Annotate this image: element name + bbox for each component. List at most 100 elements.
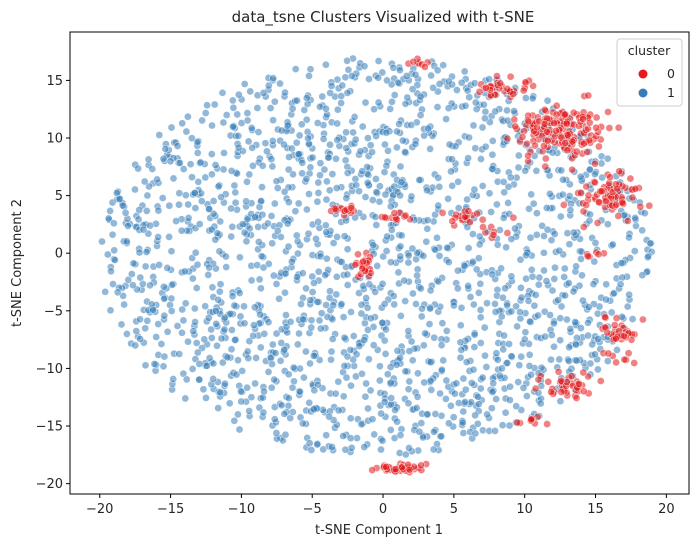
cluster-1-point: [152, 333, 161, 341]
cluster-1-point: [284, 198, 293, 207]
cluster-1-point: [205, 354, 214, 362]
cluster-1-point: [160, 311, 169, 320]
cluster-1-point: [436, 389, 444, 398]
cluster-1-point: [530, 301, 539, 310]
cluster-1-point: [365, 75, 373, 83]
cluster-1-point: [360, 336, 369, 344]
cluster-1-point: [363, 134, 372, 142]
cluster-1-point: [638, 226, 647, 235]
cluster-1-point: [375, 197, 384, 206]
cluster-1-point: [181, 299, 190, 308]
cluster-1-point: [446, 401, 455, 410]
cluster-0-point: [493, 72, 501, 80]
cluster-1-point: [306, 296, 315, 305]
cluster-0-point: [390, 209, 399, 217]
cluster-1-point: [387, 226, 396, 234]
legend-label-0: 0: [667, 66, 675, 81]
cluster-1-point: [117, 320, 126, 329]
cluster-1-point: [113, 288, 122, 297]
cluster-0-point: [628, 193, 637, 202]
cluster-1-point: [313, 440, 322, 449]
cluster-1-point: [381, 190, 390, 199]
cluster-1-point: [201, 173, 210, 182]
cluster-1-point: [349, 332, 358, 340]
cluster-1-point: [207, 170, 216, 179]
cluster-1-point: [146, 281, 154, 290]
cluster-0-point: [572, 147, 581, 156]
cluster-1-point: [646, 239, 655, 248]
cluster-1-point: [259, 89, 268, 97]
cluster-0-point: [550, 119, 558, 127]
cluster-1-point: [566, 206, 575, 215]
cluster-1-point: [479, 100, 488, 109]
cluster-1-point: [304, 229, 313, 238]
cluster-0-point: [562, 119, 571, 128]
cluster-1-point: [268, 136, 277, 145]
cluster-1-point: [393, 346, 402, 355]
cluster-1-point: [555, 355, 564, 364]
cluster-1-point: [293, 249, 302, 258]
cluster-1-point: [514, 378, 523, 386]
cluster-1-point: [337, 300, 346, 308]
cluster-1-point: [560, 273, 569, 281]
cluster-1-point: [454, 177, 462, 186]
cluster-1-point: [179, 369, 188, 378]
cluster-1-point: [254, 222, 262, 231]
cluster-1-point: [173, 322, 182, 330]
cluster-1-point: [375, 182, 384, 191]
cluster-1-point: [381, 325, 390, 334]
cluster-1-point: [153, 175, 161, 184]
cluster-0-point: [591, 178, 599, 187]
cluster-1-point: [491, 426, 499, 435]
cluster-1-point: [223, 353, 232, 362]
cluster-1-point: [422, 237, 431, 246]
cluster-1-point: [209, 374, 218, 383]
cluster-0-point: [529, 82, 537, 90]
cluster-1-point: [188, 274, 197, 283]
cluster-1-point: [242, 197, 250, 206]
cluster-0-point: [511, 122, 520, 131]
cluster-0-point: [612, 358, 620, 367]
cluster-1-point: [396, 191, 404, 200]
y-tick-label: −10: [36, 362, 63, 377]
cluster-0-point: [417, 461, 425, 470]
cluster-1-point: [368, 415, 377, 424]
cluster-1-point: [191, 248, 200, 257]
cluster-1-point: [460, 262, 469, 270]
cluster-1-point: [211, 235, 220, 244]
cluster-1-point: [572, 356, 581, 365]
cluster-1-point: [122, 237, 131, 246]
cluster-1-point: [270, 199, 279, 208]
cluster-1-point: [560, 264, 569, 273]
cluster-1-point: [193, 148, 202, 157]
cluster-1-point: [375, 362, 384, 371]
cluster-1-point: [294, 199, 303, 208]
cluster-1-point: [371, 175, 380, 183]
cluster-1-point: [250, 303, 259, 312]
cluster-1-point: [235, 253, 244, 262]
cluster-1-point: [160, 294, 168, 303]
cluster-1-point: [456, 338, 465, 347]
cluster-1-point: [290, 377, 298, 386]
cluster-0-point: [614, 212, 623, 220]
cluster-1-point: [498, 421, 507, 430]
cluster-1-point: [298, 169, 306, 178]
cluster-1-point: [540, 266, 548, 275]
x-tick-label: 10: [516, 502, 533, 517]
cluster-1-point: [281, 288, 289, 297]
cluster-1-point: [394, 268, 403, 277]
cluster-1-point: [444, 194, 452, 203]
cluster-1-point: [167, 307, 176, 315]
cluster-1-point: [517, 352, 526, 361]
cluster-1-point: [161, 144, 170, 153]
cluster-1-point: [366, 386, 375, 395]
cluster-1-point: [190, 304, 199, 313]
cluster-1-point: [233, 410, 242, 419]
cluster-1-point: [476, 305, 485, 314]
cluster-1-point: [177, 226, 186, 235]
cluster-1-point: [159, 362, 168, 371]
cluster-1-point: [178, 328, 186, 337]
cluster-0-point: [543, 420, 551, 428]
cluster-1-point: [150, 360, 159, 368]
cluster-1-point: [459, 429, 468, 437]
